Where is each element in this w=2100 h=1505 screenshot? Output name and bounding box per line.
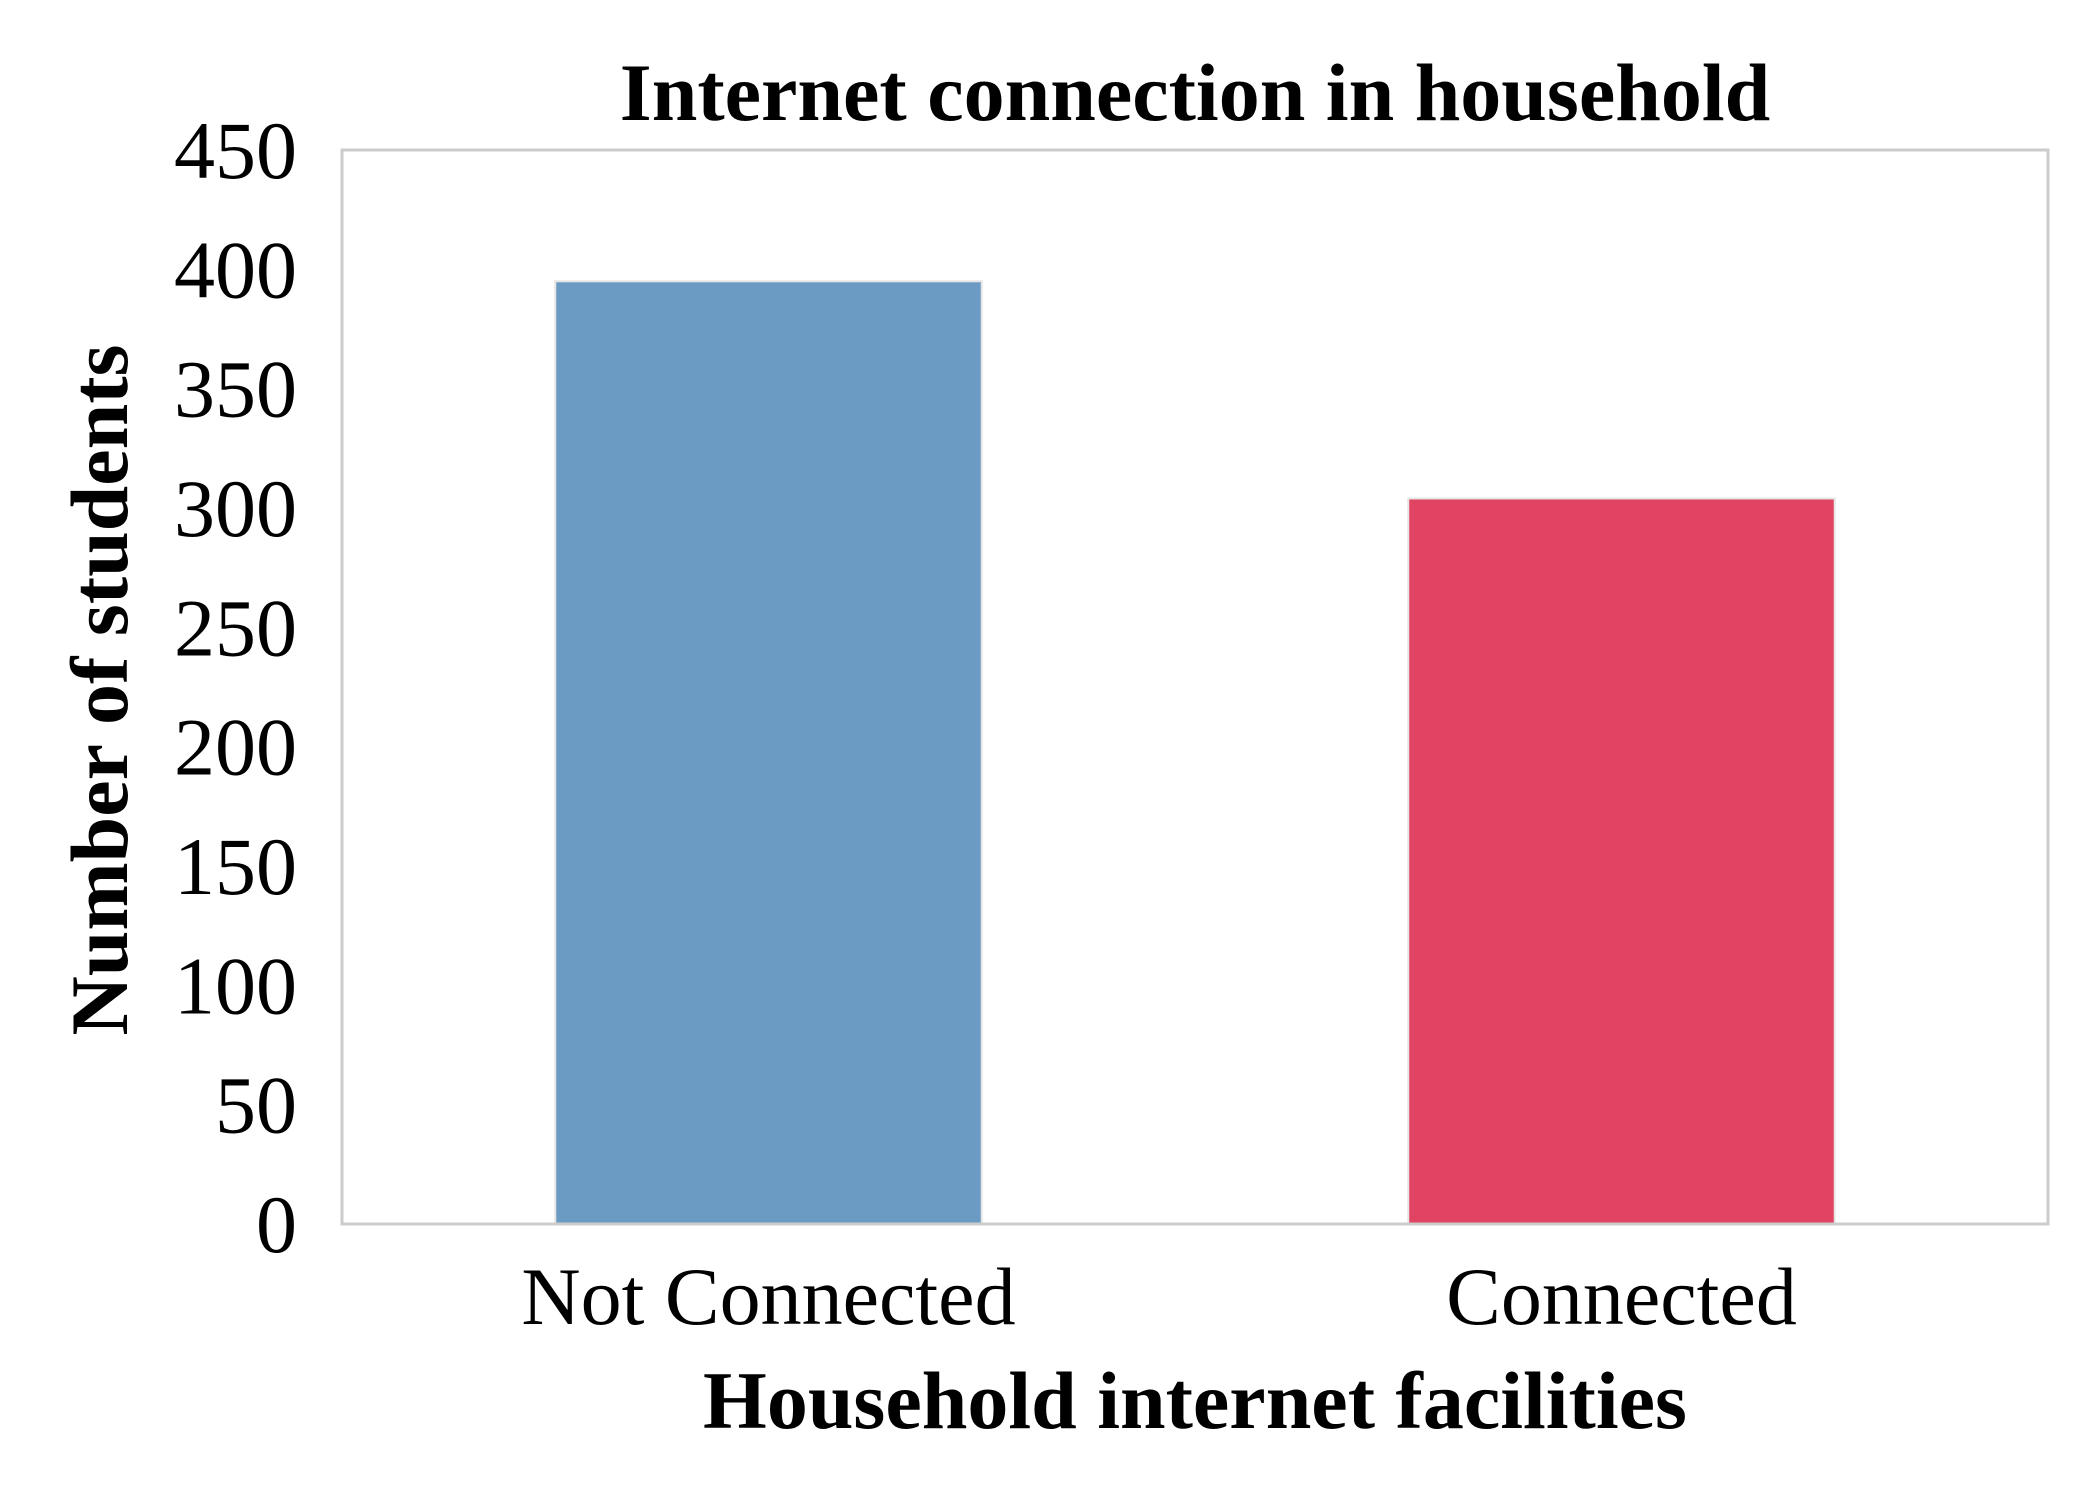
- bar-connected: [1407, 497, 1836, 1226]
- chart-title: Internet connection in household: [620, 47, 1770, 138]
- y-axis-label: Number of students: [54, 345, 145, 1036]
- y-tick-label: 450: [174, 105, 297, 196]
- y-tick-label: 100: [174, 940, 297, 1031]
- y-axis-ticks: 0 50 100 150 200 250 300 350 400 450: [174, 105, 297, 1270]
- x-tick-label: Connected: [1446, 1251, 1797, 1342]
- y-tick-label: 300: [174, 463, 297, 554]
- x-tick-label: Not Connected: [521, 1251, 1015, 1342]
- y-tick-label: 250: [174, 582, 297, 673]
- y-tick-label: 350: [174, 344, 297, 435]
- x-axis-label: Household internet facilities: [703, 1355, 1687, 1446]
- y-tick-label: 150: [174, 821, 297, 912]
- plot-area: [554, 280, 1836, 1226]
- x-axis-ticks: Not Connected Connected: [521, 1251, 1796, 1342]
- y-tick-label: 200: [174, 702, 297, 793]
- bar-not-connected: [554, 280, 983, 1225]
- y-tick-label: 0: [256, 1179, 297, 1270]
- y-tick-label: 400: [174, 224, 297, 315]
- plot-frame: [340, 148, 2050, 1226]
- y-tick-label: 50: [215, 1060, 297, 1151]
